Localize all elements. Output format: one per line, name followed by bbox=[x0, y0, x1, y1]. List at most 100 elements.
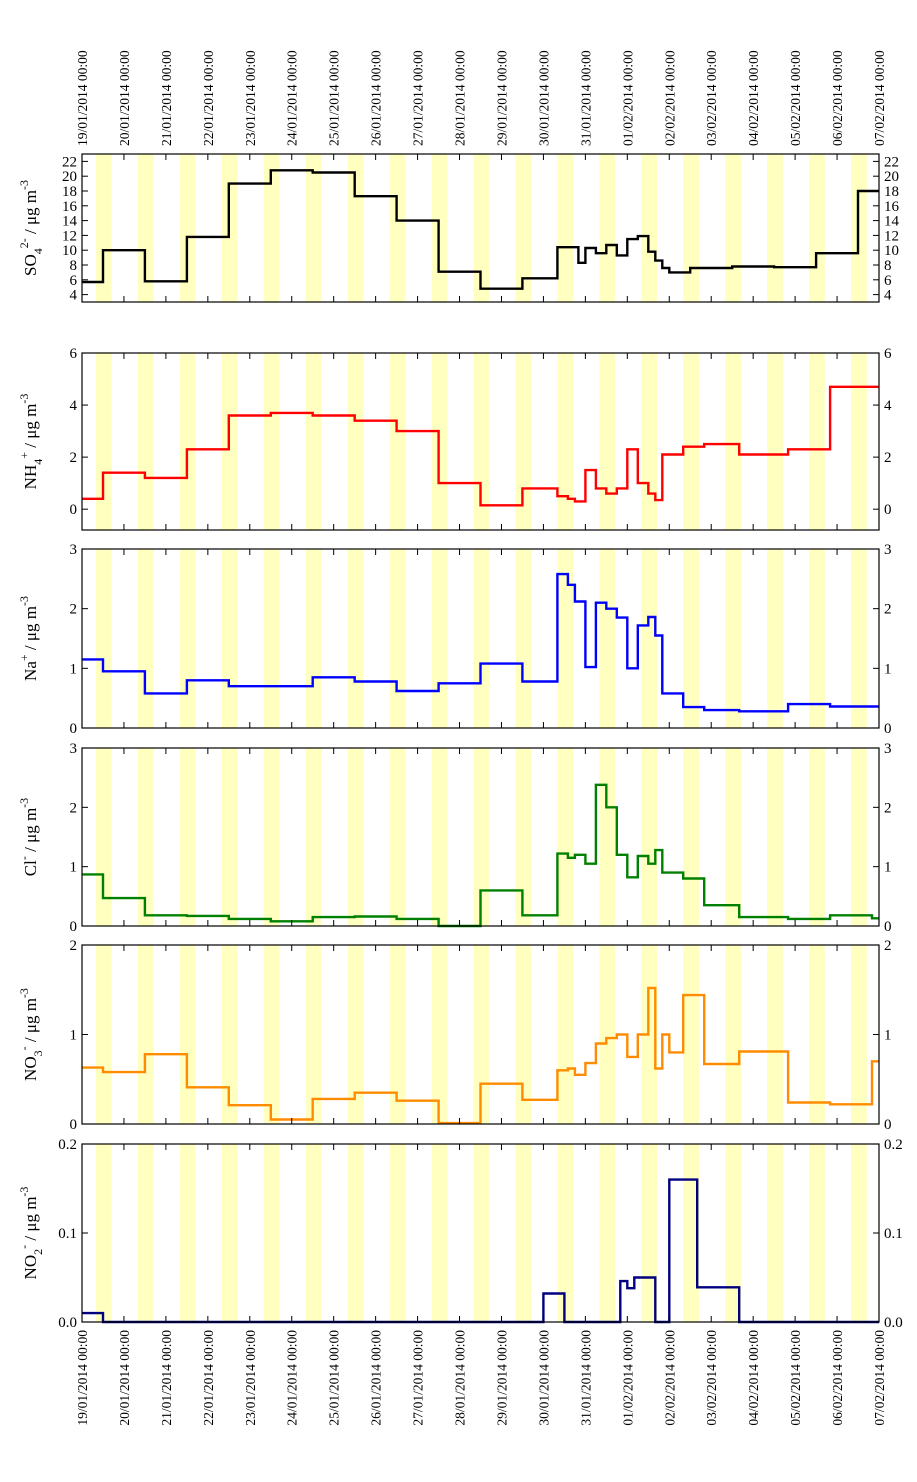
chloride-panel-frame bbox=[81, 747, 880, 927]
daytime-band-sodium-14 bbox=[683, 549, 699, 728]
daytime-band-sodium-11 bbox=[557, 549, 574, 728]
daytime-band-nitrate-17 bbox=[809, 945, 825, 1124]
date-label-bottom: 02/02/2014 00:00 bbox=[662, 1330, 677, 1426]
daytime-band-ammonium-17 bbox=[809, 353, 825, 530]
ammonium-ytick-label-left: 0 bbox=[70, 502, 78, 518]
date-label-top: 03/02/2014 00:00 bbox=[704, 50, 719, 146]
date-label-bottom: 01/02/2014 00:00 bbox=[620, 1330, 635, 1426]
sulfate-series-line bbox=[82, 169, 879, 290]
sodium-ytick-label-left: 2 bbox=[70, 602, 78, 618]
daytime-band-sodium-8 bbox=[431, 549, 448, 728]
daytime-band-chloride-6 bbox=[347, 748, 364, 926]
daytime-band-chloride-11 bbox=[557, 748, 574, 926]
date-label-top: 20/01/2014 00:00 bbox=[117, 50, 132, 146]
date-label-top: 29/01/2014 00:00 bbox=[494, 50, 509, 146]
sodium-ytick-label-left: 1 bbox=[70, 661, 78, 677]
sodium-ytick-label-right: 3 bbox=[884, 542, 892, 558]
daytime-band-sodium-2 bbox=[179, 549, 196, 728]
daytime-band-sulfate-10 bbox=[515, 154, 532, 302]
date-label-top: 27/01/2014 00:00 bbox=[411, 50, 426, 146]
daytime-band-chloride-1 bbox=[137, 748, 154, 926]
daytime-band-nitrite-7 bbox=[389, 1144, 406, 1322]
nitrite-ytick-label-right: 0.2 bbox=[884, 1137, 903, 1153]
date-label-bottom: 03/02/2014 00:00 bbox=[704, 1330, 719, 1426]
daytime-band-nitrate-5 bbox=[305, 945, 322, 1124]
sodium-ytick-label-right: 1 bbox=[884, 661, 892, 677]
ammonium-ytick-label-right: 2 bbox=[884, 450, 892, 466]
sodium-ytick-label-right: 2 bbox=[884, 602, 892, 618]
sulfate-panel-frame bbox=[81, 153, 880, 303]
daytime-band-nitrate-8 bbox=[431, 945, 448, 1124]
date-label-bottom: 27/01/2014 00:00 bbox=[411, 1330, 426, 1426]
daytime-band-sulfate-7 bbox=[389, 154, 406, 302]
daytime-band-ammonium-16 bbox=[767, 353, 783, 530]
date-label-top: 05/02/2014 00:00 bbox=[788, 50, 803, 146]
daytime-band-chloride-15 bbox=[725, 748, 741, 926]
daytime-band-nitrate-6 bbox=[347, 945, 364, 1124]
ammonium-ytick-label-right: 6 bbox=[884, 346, 892, 362]
daytime-band-ammonium-15 bbox=[725, 353, 741, 530]
daytime-band-nitrite-14 bbox=[683, 1144, 699, 1322]
daytime-band-nitrite-3 bbox=[221, 1144, 238, 1322]
daytime-band-sulfate-14 bbox=[683, 154, 699, 302]
daytime-band-chloride-12 bbox=[599, 748, 616, 926]
sulfate-ytick-label-right: 12 bbox=[884, 228, 899, 244]
daytime-band-nitrate-2 bbox=[179, 945, 196, 1124]
chloride-ytick-label-right: 2 bbox=[884, 800, 892, 816]
daytime-band-sulfate-5 bbox=[305, 154, 322, 302]
date-label-top: 30/01/2014 00:00 bbox=[536, 50, 551, 146]
daytime-bands bbox=[95, 154, 867, 1322]
daytime-band-nitrate-12 bbox=[599, 945, 616, 1124]
daytime-band-sodium-13 bbox=[641, 549, 658, 728]
sulfate-ytick-label-right: 18 bbox=[884, 184, 899, 200]
daytime-band-sulfate-16 bbox=[767, 154, 783, 302]
daytime-band-chloride-5 bbox=[305, 748, 322, 926]
sodium-ytick-label-left: 3 bbox=[70, 542, 78, 558]
daytime-band-sulfate-6 bbox=[347, 154, 364, 302]
daytime-band-nitrite-12 bbox=[599, 1144, 616, 1322]
daytime-band-sulfate-17 bbox=[809, 154, 825, 302]
ammonium-ytick-label-right: 4 bbox=[884, 398, 892, 414]
sulfate-ytick-label-right: 6 bbox=[884, 273, 892, 289]
daytime-band-ammonium-14 bbox=[683, 353, 699, 530]
date-label-bottom: 07/02/2014 00:00 bbox=[872, 1330, 887, 1426]
nitrate-ytick-label-right: 0 bbox=[884, 1117, 892, 1133]
daytime-band-chloride-7 bbox=[389, 748, 406, 926]
daytime-band-sodium-6 bbox=[347, 549, 364, 728]
date-label-bottom: 20/01/2014 00:00 bbox=[117, 1330, 132, 1426]
daytime-band-sodium-5 bbox=[305, 549, 322, 728]
sulfate-ytick-label-left: 14 bbox=[62, 214, 78, 230]
daytime-band-ammonium-12 bbox=[599, 353, 616, 530]
daytime-band-ammonium-1 bbox=[137, 353, 154, 530]
date-label-bottom: 22/01/2014 00:00 bbox=[201, 1330, 216, 1426]
daytime-band-sodium-15 bbox=[725, 549, 741, 728]
daytime-band-nitrate-15 bbox=[725, 945, 741, 1124]
daytime-band-sulfate-4 bbox=[263, 154, 280, 302]
daytime-band-sulfate-11 bbox=[557, 154, 574, 302]
daytime-band-ammonium-0 bbox=[95, 353, 112, 530]
daytime-band-nitrate-3 bbox=[221, 945, 238, 1124]
daytime-band-sulfate-1 bbox=[137, 154, 154, 302]
nitrate-ylabel: NO3- / μg m-3 bbox=[17, 988, 45, 1081]
sulfate-ytick-label-right: 14 bbox=[884, 214, 900, 230]
nitrate-ytick-label-left: 1 bbox=[70, 1028, 78, 1044]
daytime-band-sodium-0 bbox=[95, 549, 112, 728]
nitrite-ytick-label-right: 0.1 bbox=[884, 1226, 903, 1242]
date-label-top: 26/01/2014 00:00 bbox=[369, 50, 384, 146]
nitrate-ytick-label-left: 2 bbox=[70, 938, 78, 954]
daytime-band-chloride-10 bbox=[515, 748, 532, 926]
sodium-panel-frame bbox=[81, 548, 880, 729]
daytime-band-sodium-3 bbox=[221, 549, 238, 728]
daytime-band-sodium-4 bbox=[263, 549, 280, 728]
ammonium-ytick-label-left: 2 bbox=[70, 450, 78, 466]
sulfate-ytick-label-left: 6 bbox=[70, 273, 78, 289]
chloride-ytick-label-right: 0 bbox=[884, 919, 892, 935]
nitrite-series-line bbox=[82, 1178, 879, 1324]
date-label-top: 06/02/2014 00:00 bbox=[830, 50, 845, 146]
date-label-bottom: 31/01/2014 00:00 bbox=[578, 1330, 593, 1426]
sulfate-ytick-label-left: 8 bbox=[70, 258, 78, 274]
date-label-top: 28/01/2014 00:00 bbox=[453, 50, 468, 146]
daytime-band-nitrate-9 bbox=[473, 945, 490, 1124]
date-label-bottom: 24/01/2014 00:00 bbox=[285, 1330, 300, 1426]
